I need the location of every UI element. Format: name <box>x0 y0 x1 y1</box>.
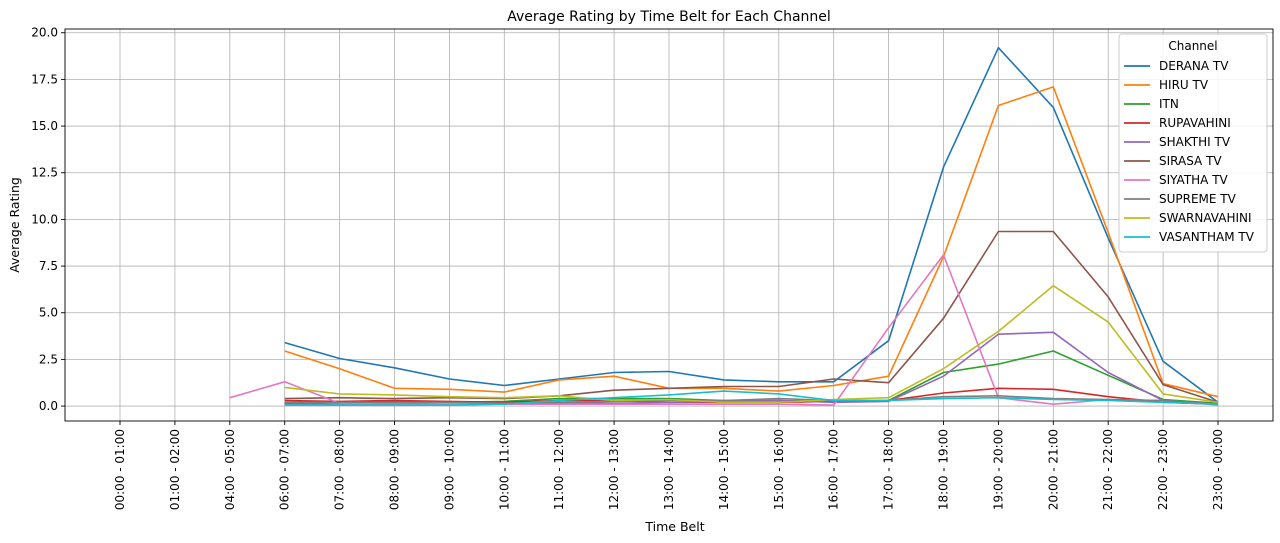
chart-title: Average Rating by Time Belt for Each Cha… <box>507 9 831 25</box>
legend-label-6: SIYATHA TV <box>1159 173 1229 187</box>
x-axis-label: Time Belt <box>644 519 704 534</box>
legend-label-9: VASANTHAM TV <box>1159 230 1255 244</box>
legend-label-4: SHAKTHI TV <box>1159 135 1231 149</box>
x-tick-label: 10:00 - 11:00 <box>497 429 511 510</box>
x-tick-label: 08:00 - 09:00 <box>388 429 402 510</box>
legend-label-5: SIRASA TV <box>1159 154 1222 168</box>
x-tick-label: 07:00 - 08:00 <box>333 429 347 510</box>
x-tick-label: 06:00 - 07:00 <box>278 429 292 510</box>
x-tick-label: 09:00 - 10:00 <box>442 429 456 510</box>
y-tick-label: 15.0 <box>31 119 58 133</box>
x-tick-label: 21:00 - 22:00 <box>1101 429 1115 510</box>
x-tick-label: 00:00 - 01:00 <box>113 429 127 510</box>
x-tick-label: 19:00 - 20:00 <box>991 429 1005 510</box>
y-tick-label: 12.5 <box>31 166 58 180</box>
x-tick-label: 22:00 - 23:00 <box>1156 429 1170 510</box>
legend-label-1: HIRU TV <box>1159 78 1209 92</box>
x-tick-label: 11:00 - 12:00 <box>552 429 566 510</box>
x-tick-label: 13:00 - 14:00 <box>662 429 676 510</box>
legend-label-7: SUPREME TV <box>1159 192 1237 206</box>
legend-label-3: RUPAVAHINI <box>1159 116 1231 130</box>
series-line-1 <box>284 86 1219 398</box>
y-tick-label: 10.0 <box>31 212 58 226</box>
series-line-5 <box>284 230 1219 404</box>
series-line-8 <box>284 284 1219 404</box>
legend-label-0: DERANA TV <box>1159 59 1229 73</box>
y-axis-label: Average Rating <box>7 177 22 273</box>
y-tick-label: 0.0 <box>39 399 58 413</box>
x-tick-label: 16:00 - 17:00 <box>827 429 841 510</box>
x-tick-label: 15:00 - 16:00 <box>772 429 786 510</box>
y-tick-label: 2.5 <box>39 352 58 366</box>
legend-box <box>1118 33 1268 253</box>
series-line-7 <box>284 395 1219 405</box>
x-tick-label: 01:00 - 02:00 <box>168 429 182 510</box>
x-tick-label: 04:00 - 05:00 <box>223 429 237 510</box>
series-line-6 <box>229 254 1219 406</box>
x-tick-label: 18:00 - 19:00 <box>937 429 951 510</box>
x-tick-label: 14:00 - 15:00 <box>717 429 731 510</box>
series-line-9 <box>284 390 1219 406</box>
y-tick-label: 5.0 <box>39 306 58 320</box>
x-tick-label: 12:00 - 13:00 <box>607 429 621 510</box>
x-tick-label: 20:00 - 21:00 <box>1046 429 1060 510</box>
legend-label-2: ITN <box>1159 97 1179 111</box>
y-tick-label: 17.5 <box>31 72 58 86</box>
x-tick-label: 23:00 - 00:00 <box>1211 429 1225 510</box>
y-tick-label: 7.5 <box>39 259 58 273</box>
x-tick-label: 17:00 - 18:00 <box>882 429 896 510</box>
y-tick-label: 20.0 <box>31 26 58 40</box>
legend-label-8: SWARNAVAHINI <box>1159 211 1252 225</box>
series-line-0 <box>284 46 1219 403</box>
legend-title: Channel <box>1168 39 1217 53</box>
